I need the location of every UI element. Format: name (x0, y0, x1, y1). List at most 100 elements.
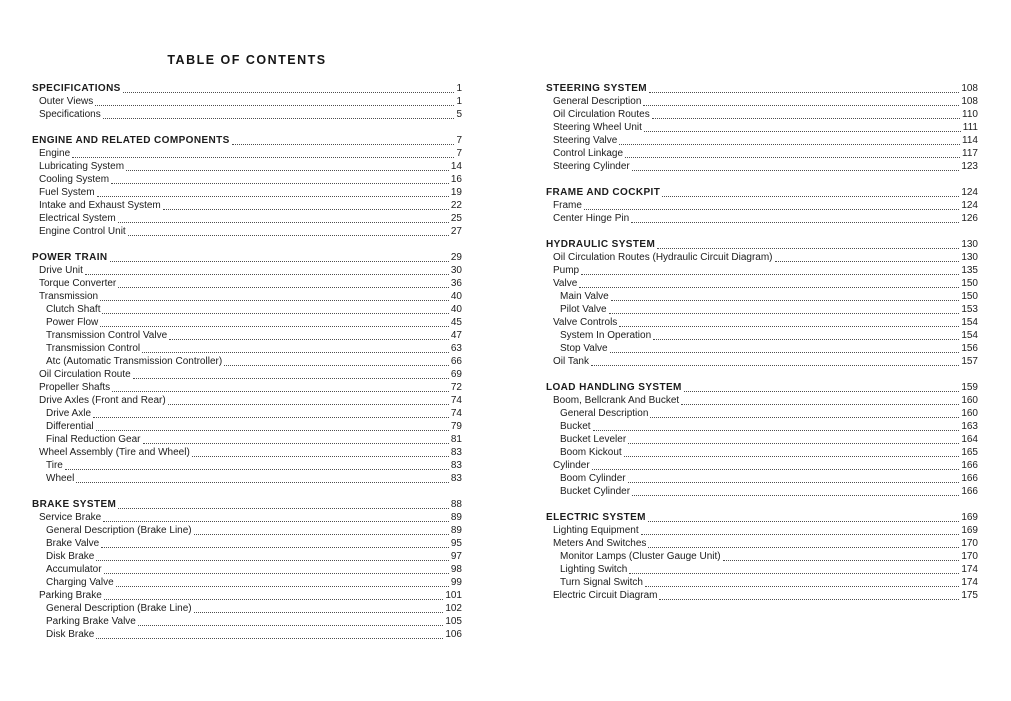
toc-column-left: SPECIFICATIONS 1 Outer Views 1 Specification… (32, 82, 462, 654)
dot-leader (647, 520, 960, 522)
toc-entry-page-number: 150 (961, 278, 978, 289)
toc-entry-label: Wheel (46, 473, 75, 484)
toc-entry-page-number: 40 (450, 304, 462, 315)
toc-entry-label: Atc (Automatic Transmission Controller) (46, 356, 223, 367)
toc-entry-label: Turn Signal Switch (560, 577, 643, 588)
toc-entry-page-number: 101 (445, 590, 462, 601)
toc-entry-row: Tire 83 (32, 459, 462, 472)
toc-entry-page-number: 126 (961, 213, 978, 224)
toc-entry-label: Steering Wheel Unit (553, 122, 642, 133)
toc-entry-page-number: 123 (961, 161, 978, 172)
toc-section-heading-row: STEERING SYSTEM 108 (546, 82, 978, 95)
dot-leader (102, 117, 455, 119)
toc-entry-page-number: 102 (445, 603, 462, 614)
toc-entry-label: Engine (39, 148, 71, 159)
dot-leader (662, 195, 960, 197)
toc-section: FRAME AND COCKPIT 124 Frame 124 Center Hinge… (546, 186, 978, 225)
dot-leader (96, 637, 444, 639)
dot-leader (162, 208, 449, 210)
toc-entry-page-number: 159 (961, 382, 978, 393)
toc-entry-page-number: 105 (445, 616, 462, 627)
dot-leader (657, 247, 960, 249)
toc-entry-label: Service Brake (39, 512, 102, 523)
toc-entry-label: Tire (46, 460, 63, 471)
toc-entry-row: Meters And Switches 170 (546, 537, 978, 550)
toc-entry-label: Cooling System (39, 174, 110, 185)
dot-leader (774, 260, 960, 262)
toc-entry-page-number: 124 (961, 187, 978, 198)
toc-entry-label: Lubricating System (39, 161, 125, 172)
toc-entry-label: Electric Circuit Diagram (553, 590, 658, 601)
dot-leader (193, 611, 444, 613)
toc-entry-row: Bucket Cylinder 166 (546, 485, 978, 498)
toc-entry-page-number: 83 (450, 447, 462, 458)
dot-leader (127, 234, 449, 236)
toc-entry-label: Oil Tank (553, 356, 589, 367)
dot-leader (581, 273, 960, 275)
toc-entry-page-number: 108 (961, 96, 978, 107)
toc-entry-label: Torque Converter (39, 278, 117, 289)
dot-leader (103, 520, 449, 522)
toc-entry-row: Valve Controls 154 (546, 316, 978, 329)
toc-entry-label: Valve Controls (553, 317, 618, 328)
toc-entry-page-number: 117 (962, 148, 978, 159)
toc-entry-page-number: 69 (450, 369, 462, 380)
toc-entry-label: Oil Circulation Routes (553, 109, 650, 120)
dot-leader (681, 403, 960, 405)
dot-leader (628, 442, 960, 444)
toc-entry-label: Pump (553, 265, 580, 276)
toc-entry-page-number: 163 (961, 421, 978, 432)
toc-entry-row: General Description (Brake Line) 89 (32, 524, 462, 537)
dot-leader (619, 143, 961, 145)
toc-entry-page-number: 81 (450, 434, 462, 445)
toc-entry-page-number: 27 (450, 226, 462, 237)
toc-entry-page-number: 72 (450, 382, 462, 393)
toc-entry-row: Pilot Valve 153 (546, 303, 978, 316)
toc-section-heading: LOAD HANDLING SYSTEM (546, 382, 682, 393)
toc-entry-page-number: 164 (961, 434, 978, 445)
toc-section-heading-row: LOAD HANDLING SYSTEM 159 (546, 381, 978, 394)
dot-leader (96, 195, 449, 197)
toc-entry-page-number: 16 (450, 174, 462, 185)
toc-entry-row: Disk Brake 97 (32, 550, 462, 563)
dot-leader (591, 468, 960, 470)
toc-entry-page-number: 79 (450, 421, 462, 432)
toc-entry-row: Engine 7 (32, 147, 462, 160)
toc-entry-row: Fuel System 19 (32, 186, 462, 199)
dot-leader (579, 286, 960, 288)
toc-entry-row: Cylinder 166 (546, 459, 978, 472)
toc-entry-page-number: 165 (961, 447, 978, 458)
toc-entry-label: Stop Valve (560, 343, 608, 354)
dot-leader (103, 572, 449, 574)
toc-entry-label: Control Linkage (553, 148, 624, 159)
toc-entry-row: Accumulator 98 (32, 563, 462, 576)
toc-entry-page-number: 174 (961, 577, 978, 588)
toc-entry-page-number: 160 (961, 395, 978, 406)
toc-entry-row: Drive Axle 74 (32, 407, 462, 420)
toc-entry-label: Outer Views (39, 96, 94, 107)
dot-leader (645, 585, 960, 587)
dot-leader (93, 416, 449, 418)
toc-entry-page-number: 5 (456, 109, 462, 120)
dot-leader (590, 364, 960, 366)
dot-leader (650, 416, 960, 418)
dot-leader (653, 338, 960, 340)
toc-entry-label: Lighting Switch (560, 564, 628, 575)
dot-leader (126, 169, 449, 171)
dot-leader (623, 455, 960, 457)
toc-entry-page-number: 45 (450, 317, 462, 328)
toc-entry-page-number: 157 (961, 356, 978, 367)
toc-entry-label: Boom Cylinder (560, 473, 626, 484)
toc-entry-label: Disk Brake (46, 551, 95, 562)
toc-entry-label: Steering Cylinder (553, 161, 630, 172)
toc-entry-row: Boom Cylinder 166 (546, 472, 978, 485)
toc-entry-row: Bucket 163 (546, 420, 978, 433)
toc-entry-page-number: 124 (961, 200, 978, 211)
toc-entry-label: Frame (553, 200, 582, 211)
toc-entry-label: Brake Valve (46, 538, 100, 549)
dot-leader (76, 481, 449, 483)
toc-entry-row: Steering Valve 114 (546, 134, 978, 147)
dot-leader (109, 260, 449, 262)
toc-entry-page-number: 166 (961, 460, 978, 471)
